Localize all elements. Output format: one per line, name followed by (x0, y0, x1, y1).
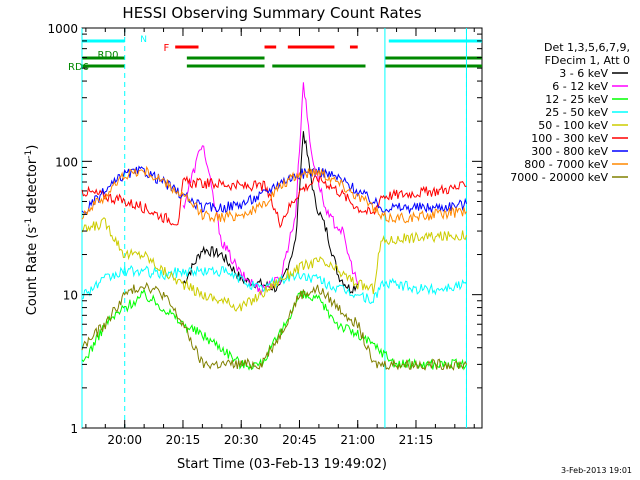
series-line-7 (81, 165, 467, 224)
legend-label-1: 6 - 12 keV (552, 80, 608, 93)
x-tick-label-2: 20:30 (224, 433, 259, 447)
series-line-4 (81, 217, 467, 312)
series-line-6 (81, 165, 467, 215)
series-line-2 (81, 288, 467, 371)
series-line-8 (81, 281, 467, 371)
x-tick-label-1: 20:15 (166, 433, 201, 447)
x-axis-label: Start Time (03-Feb-13 19:49:02) (177, 457, 387, 472)
y-axis: 1 10 100 1000 (47, 22, 482, 436)
legend: Det 1,3,5,6,7,9,FDecim 1, Att 03 - 6 keV… (510, 41, 630, 184)
legend-label-3: 25 - 50 keV (545, 106, 608, 119)
y-tick-label-3: 1000 (47, 22, 78, 36)
y-tick-label-2: 100 (55, 155, 78, 169)
y-axis-label-mid: detector (25, 158, 40, 218)
chart-title: HESSI Observing Summary Count Rates (122, 4, 421, 22)
legend-header-0: Det 1,3,5,6,7,9, (544, 41, 630, 54)
y-tick-label-0: 1 (70, 422, 78, 436)
legend-label-6: 300 - 800 keV (531, 145, 608, 158)
footer-date: 3-Feb-2013 19:01 (561, 466, 632, 475)
state-label-RD0: RD0 (98, 50, 119, 61)
series-line-5 (81, 173, 467, 229)
legend-label-8: 7000 - 20000 keV (510, 171, 608, 184)
legend-label-2: 12 - 25 keV (545, 93, 608, 106)
y-axis-label-sup: -1 (24, 218, 34, 227)
y-tick-label-1: 10 (63, 289, 78, 303)
state-label-N: N (140, 35, 147, 45)
x-axis: 20:00 20:15 20:30 20:45 21:00 21:15 (85, 28, 475, 447)
y-axis-label-sup2: -1 (24, 150, 34, 159)
legend-label-0: 3 - 6 keV (559, 67, 608, 80)
legend-label-7: 800 - 7000 keV (524, 158, 608, 171)
x-tick-label-3: 20:45 (282, 433, 317, 447)
x-tick-label-0: 20:00 (107, 433, 142, 447)
legend-header-1: FDecim 1, Att 0 (545, 54, 630, 67)
state-bars: N F RD0 RD6 (68, 35, 482, 73)
y-axis-label-close: ) (25, 145, 40, 150)
y-axis-label: Count Rate (s-1 detector-1) (24, 145, 40, 316)
legend-label-5: 100 - 300 keV (531, 132, 608, 145)
state-label-RD6: RD6 (68, 62, 89, 73)
series-layer (81, 82, 467, 371)
y-axis-label-main: Count Rate (s (25, 227, 40, 316)
x-tick-label-4: 21:00 (340, 433, 375, 447)
legend-label-4: 50 - 100 keV (538, 119, 608, 132)
x-tick-label-5: 21:15 (399, 433, 434, 447)
state-label-F: F (164, 43, 170, 54)
